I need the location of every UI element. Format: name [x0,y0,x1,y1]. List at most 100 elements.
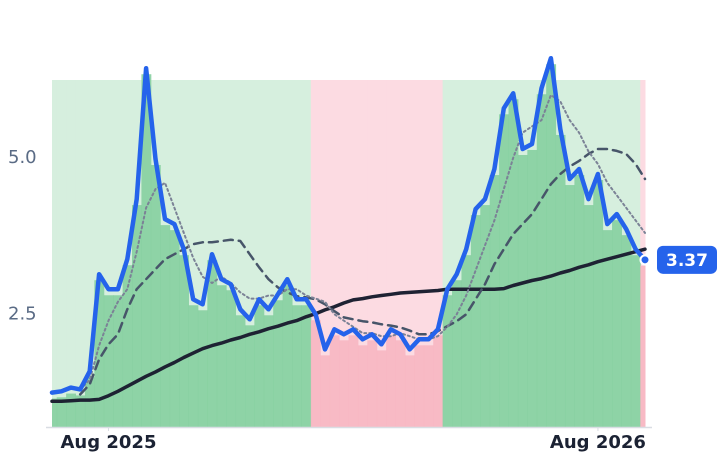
area-bar [273,300,284,427]
zone-band [52,80,58,427]
area-bar [555,134,566,427]
area-bar [414,345,425,427]
y-tick-label: 5.0 [8,147,37,168]
x-tick-label: Aug 2025 [60,432,156,453]
area-bar [442,295,453,427]
zone-band [94,80,105,427]
area-bar [320,355,331,427]
zone-band [395,80,406,427]
zone-band [84,80,95,427]
area-bar [216,285,227,427]
lines: 3.37 [49,55,717,404]
area-bar [84,377,95,427]
area-bar [461,255,472,427]
zone-band [640,80,646,427]
area-bar [564,185,575,427]
area-bar [470,215,481,427]
series-line [50,247,647,404]
zone-band [423,80,434,427]
area-bar [244,325,255,427]
area-bar [179,255,189,427]
area-bar [404,355,415,427]
area-bar [301,305,312,427]
area-bar [612,220,622,427]
zone-band [404,80,415,427]
area-bar [113,295,124,427]
area-bar [602,230,613,427]
axes: 2.5 5.0 Aug 2025 Aug 2026 [8,147,652,453]
y-tick-label: 2.5 [8,303,37,324]
zone-band [66,80,77,427]
area-bar [339,340,349,427]
area-bar [593,180,604,427]
area-bar [517,154,528,428]
area-bar [66,393,77,427]
last-value-pill [657,245,717,274]
area-bar [376,350,387,427]
series-line [49,55,648,395]
zone-band [301,80,312,427]
zone-band [414,80,425,427]
area-bar [141,74,152,428]
area-bar [150,165,161,427]
zone-band [386,80,397,427]
zone-band [282,80,293,427]
x-tick-label: Aug 2026 [550,432,646,453]
area-bar [489,175,500,427]
zone-band [273,80,284,427]
area-bar [310,320,321,427]
area-bar [357,345,368,427]
series-line [79,94,646,391]
area-bar [56,397,67,427]
zone-band [226,80,237,427]
area-bar [94,280,105,427]
last-point [639,254,651,266]
zone-band [433,80,444,427]
zone-band [263,80,274,427]
area-bar [207,260,218,427]
area-bar [75,395,86,427]
zone-band [103,80,114,427]
zone-band [348,80,359,427]
area-bar [640,265,646,427]
area-bar [452,280,462,427]
zone-band [75,80,86,427]
zone-band [442,80,453,427]
area-bar [52,398,58,427]
zone-band [216,80,227,427]
last-value-label: 3.37 [666,251,708,271]
area-bar [583,205,594,427]
area-bar [367,340,378,427]
area-bar [226,290,237,427]
area-bar [169,230,180,427]
zone-band [292,80,302,427]
area-bar [423,345,434,427]
areas [52,64,646,428]
area-bar [263,315,274,427]
area-bar [103,295,114,427]
area-bar [433,335,444,427]
zone-band [56,80,67,427]
area-bar [508,99,519,427]
area-bar [122,265,133,427]
area-bar [348,335,359,427]
zone-band [188,80,199,427]
area-bar [197,310,208,427]
area-bar [395,340,406,427]
area-bar [292,305,302,427]
area-bar [574,175,585,427]
zone-band [235,80,246,427]
zone-band [339,80,349,427]
zone-band [329,80,340,427]
area-bar [546,64,557,428]
zone-band [452,80,462,427]
zone-band [357,80,368,427]
area-bar [480,205,491,427]
area-bar [621,235,632,427]
series-line [78,147,647,396]
zone-band [376,80,387,427]
area-bar [499,114,510,427]
area-bar [527,149,538,427]
